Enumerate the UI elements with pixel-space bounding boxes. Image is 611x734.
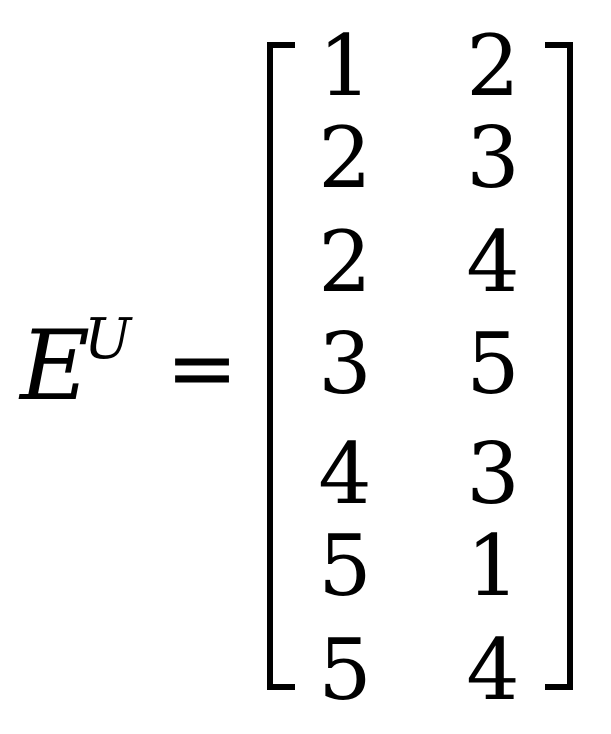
matrix-symbol: E bbox=[20, 310, 91, 422]
matrix-cell-r5-c1: 4 bbox=[318, 425, 372, 523]
matrix-cell-r7-c1: 5 bbox=[318, 621, 372, 719]
matrix-cell-r4-c2: 5 bbox=[466, 315, 520, 413]
right-bracket bbox=[545, 42, 573, 690]
left-bracket bbox=[267, 42, 295, 690]
matrix-cell-r6-c2: 1 bbox=[466, 517, 520, 615]
matrix-superscript: U bbox=[84, 307, 132, 372]
matrix-cell-r4-c1: 3 bbox=[318, 315, 372, 413]
matrix-cell-r6-c1: 5 bbox=[318, 517, 372, 615]
matrix-cell-r2-c2: 3 bbox=[466, 109, 520, 207]
matrix-cell-r5-c2: 3 bbox=[466, 425, 520, 523]
matrix-cell-r7-c2: 4 bbox=[466, 621, 520, 719]
matrix-cell-r1-c1: 1 bbox=[318, 17, 372, 115]
matrix-cell-r1-c2: 2 bbox=[466, 17, 520, 115]
equals-sign: = bbox=[166, 318, 239, 418]
matrix-cell-r2-c1: 2 bbox=[318, 109, 372, 207]
matrix-cell-r3-c1: 2 bbox=[318, 213, 372, 311]
matrix-cell-r3-c2: 4 bbox=[466, 213, 520, 311]
